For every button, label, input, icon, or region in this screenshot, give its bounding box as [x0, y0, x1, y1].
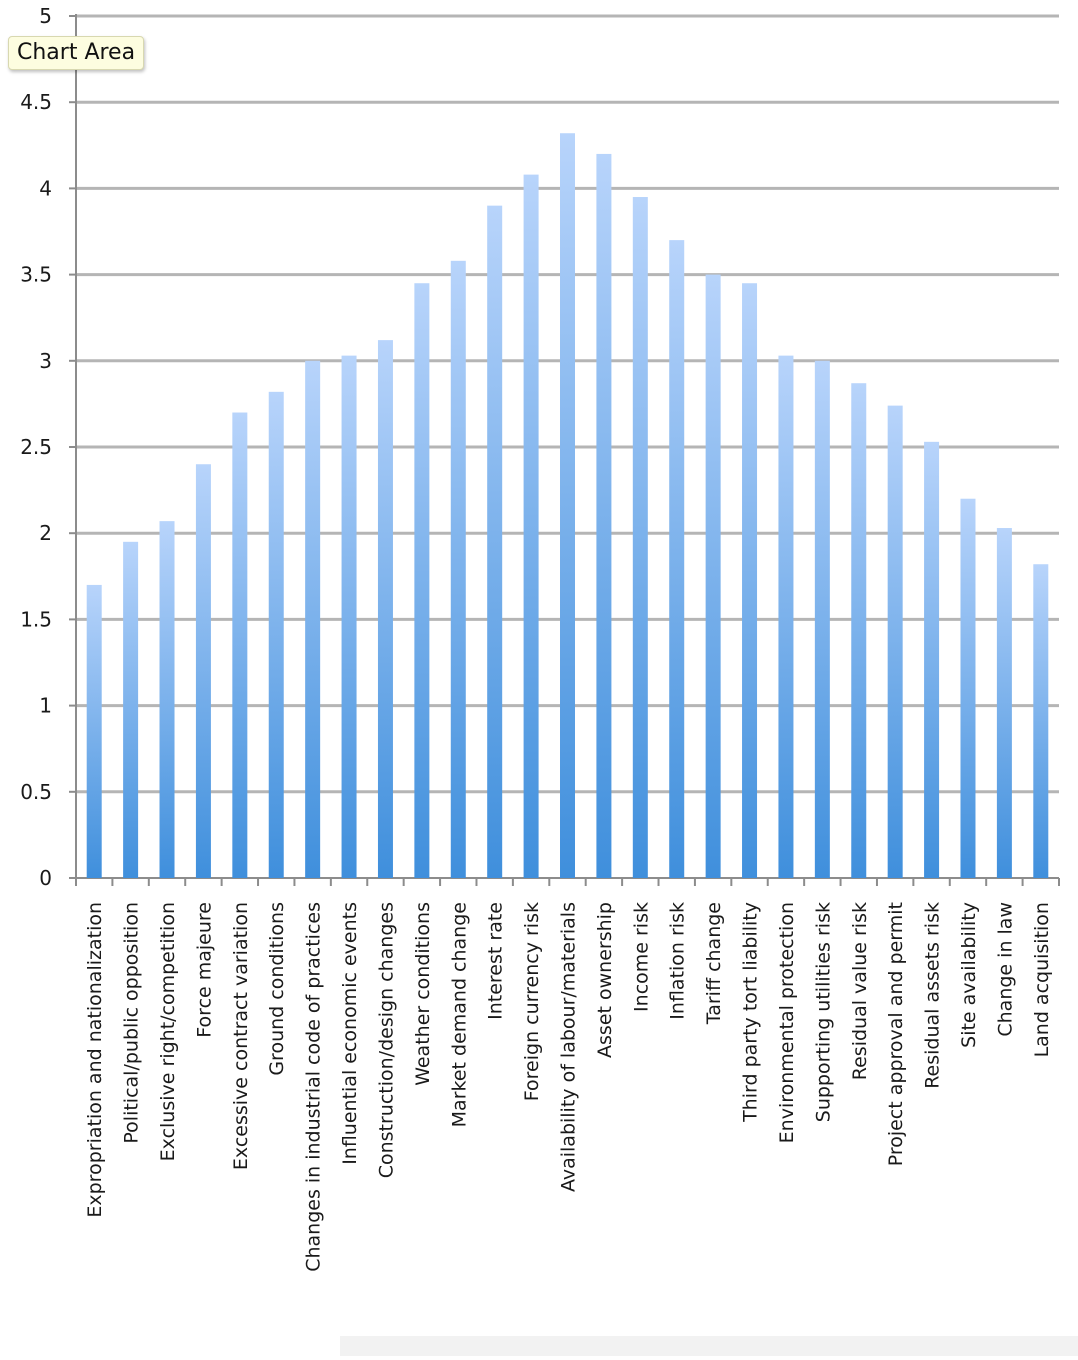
x-category-label: Asset ownership	[594, 902, 616, 1058]
x-category-label: Foreign currency risk	[521, 902, 543, 1101]
x-category-label: Environmental protection	[776, 902, 798, 1143]
bar	[560, 133, 575, 878]
chart-area-tooltip: Chart Area	[8, 36, 145, 70]
x-category-label: Force majeure	[193, 902, 215, 1038]
bar	[669, 240, 685, 878]
x-category-label: Expropriation and nationalization	[84, 902, 106, 1218]
x-category-label: Residual assets risk	[922, 902, 944, 1089]
x-category-label: Supporting utilities risk	[812, 902, 834, 1122]
bar	[268, 391, 284, 878]
bar	[996, 528, 1012, 878]
bar	[596, 153, 612, 879]
bar	[814, 360, 830, 878]
bar	[632, 197, 648, 878]
x-category-label: Change in law	[994, 902, 1016, 1037]
bar	[123, 541, 139, 878]
bar	[450, 260, 466, 879]
bar	[232, 412, 248, 878]
y-tick-label: 0	[39, 866, 52, 890]
y-tick-label: 3	[39, 349, 52, 373]
x-category-label: Exclusive right/competition	[157, 902, 179, 1161]
x-category-label: Income risk	[630, 902, 652, 1012]
x-category-label: Excessive contract variation	[230, 902, 252, 1170]
x-category-label: Tariff change	[703, 902, 725, 1025]
bar	[195, 464, 211, 878]
bar	[924, 441, 940, 878]
labels: 0 0.5 1 1.5 2 2.5 3 3.5 4 4.5 5 Expropriation and n…	[20, 4, 1053, 1272]
x-category-label: Market demand change	[448, 902, 470, 1127]
x-category-label: Availability of labour/materials	[558, 902, 580, 1192]
y-tick-label: 4	[39, 176, 52, 200]
x-category-label: Project approval and permit	[885, 902, 907, 1166]
bar	[523, 174, 539, 878]
x-category-label: Influential economic events	[339, 902, 361, 1165]
x-category-label: Construction/design changes	[375, 902, 397, 1178]
x-category-label: Changes in industrial code of practices	[303, 902, 325, 1272]
bar	[86, 584, 102, 878]
bar	[341, 355, 357, 878]
y-tick-label: 3.5	[20, 263, 52, 287]
x-category-label: Third party tort liability	[740, 902, 762, 1123]
bar	[377, 340, 393, 878]
y-tick-label: 0.5	[20, 780, 52, 804]
bar	[851, 383, 867, 878]
y-tick-label: 4.5	[20, 90, 52, 114]
bar	[778, 355, 794, 878]
x-category-label: Ground conditions	[266, 902, 288, 1076]
x-category-label: Political/public opposition	[121, 902, 143, 1144]
x-category-label: Weather conditions	[412, 902, 434, 1086]
x-category-label: Residual value risk	[849, 902, 871, 1080]
bar	[742, 283, 758, 879]
bars	[86, 133, 1049, 879]
bar	[960, 498, 976, 878]
bar	[1033, 564, 1049, 878]
bar	[487, 205, 503, 878]
y-tick-label: 2.5	[20, 435, 52, 459]
y-tick-label: 1.5	[20, 607, 52, 631]
x-category-label: Interest rate	[485, 902, 507, 1020]
x-category-label: Site availability	[958, 902, 980, 1048]
x-category-label: Inflation risk	[667, 902, 689, 1020]
x-category-label: Land acquisition	[1031, 902, 1053, 1057]
y-tick-label: 5	[39, 4, 52, 28]
bottom-scroll-strip	[340, 1336, 1078, 1356]
bar	[305, 360, 321, 878]
y-tick-label: 1	[39, 694, 52, 718]
y-tick-label: 2	[39, 521, 52, 545]
bar	[705, 274, 721, 879]
bar	[887, 405, 903, 878]
bar	[159, 521, 175, 878]
bar	[414, 283, 430, 879]
